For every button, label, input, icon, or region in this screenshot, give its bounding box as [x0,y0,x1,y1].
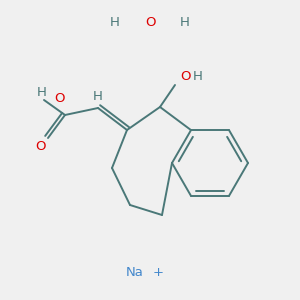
Text: O: O [145,16,155,28]
Text: O: O [54,92,64,104]
Text: H: H [37,85,47,98]
Text: H: H [93,89,103,103]
Text: Na: Na [126,266,144,278]
Text: H: H [193,70,203,83]
Text: O: O [180,70,190,83]
Text: H: H [180,16,190,28]
Text: H: H [110,16,120,28]
Text: O: O [35,140,45,152]
Text: +: + [152,266,164,278]
